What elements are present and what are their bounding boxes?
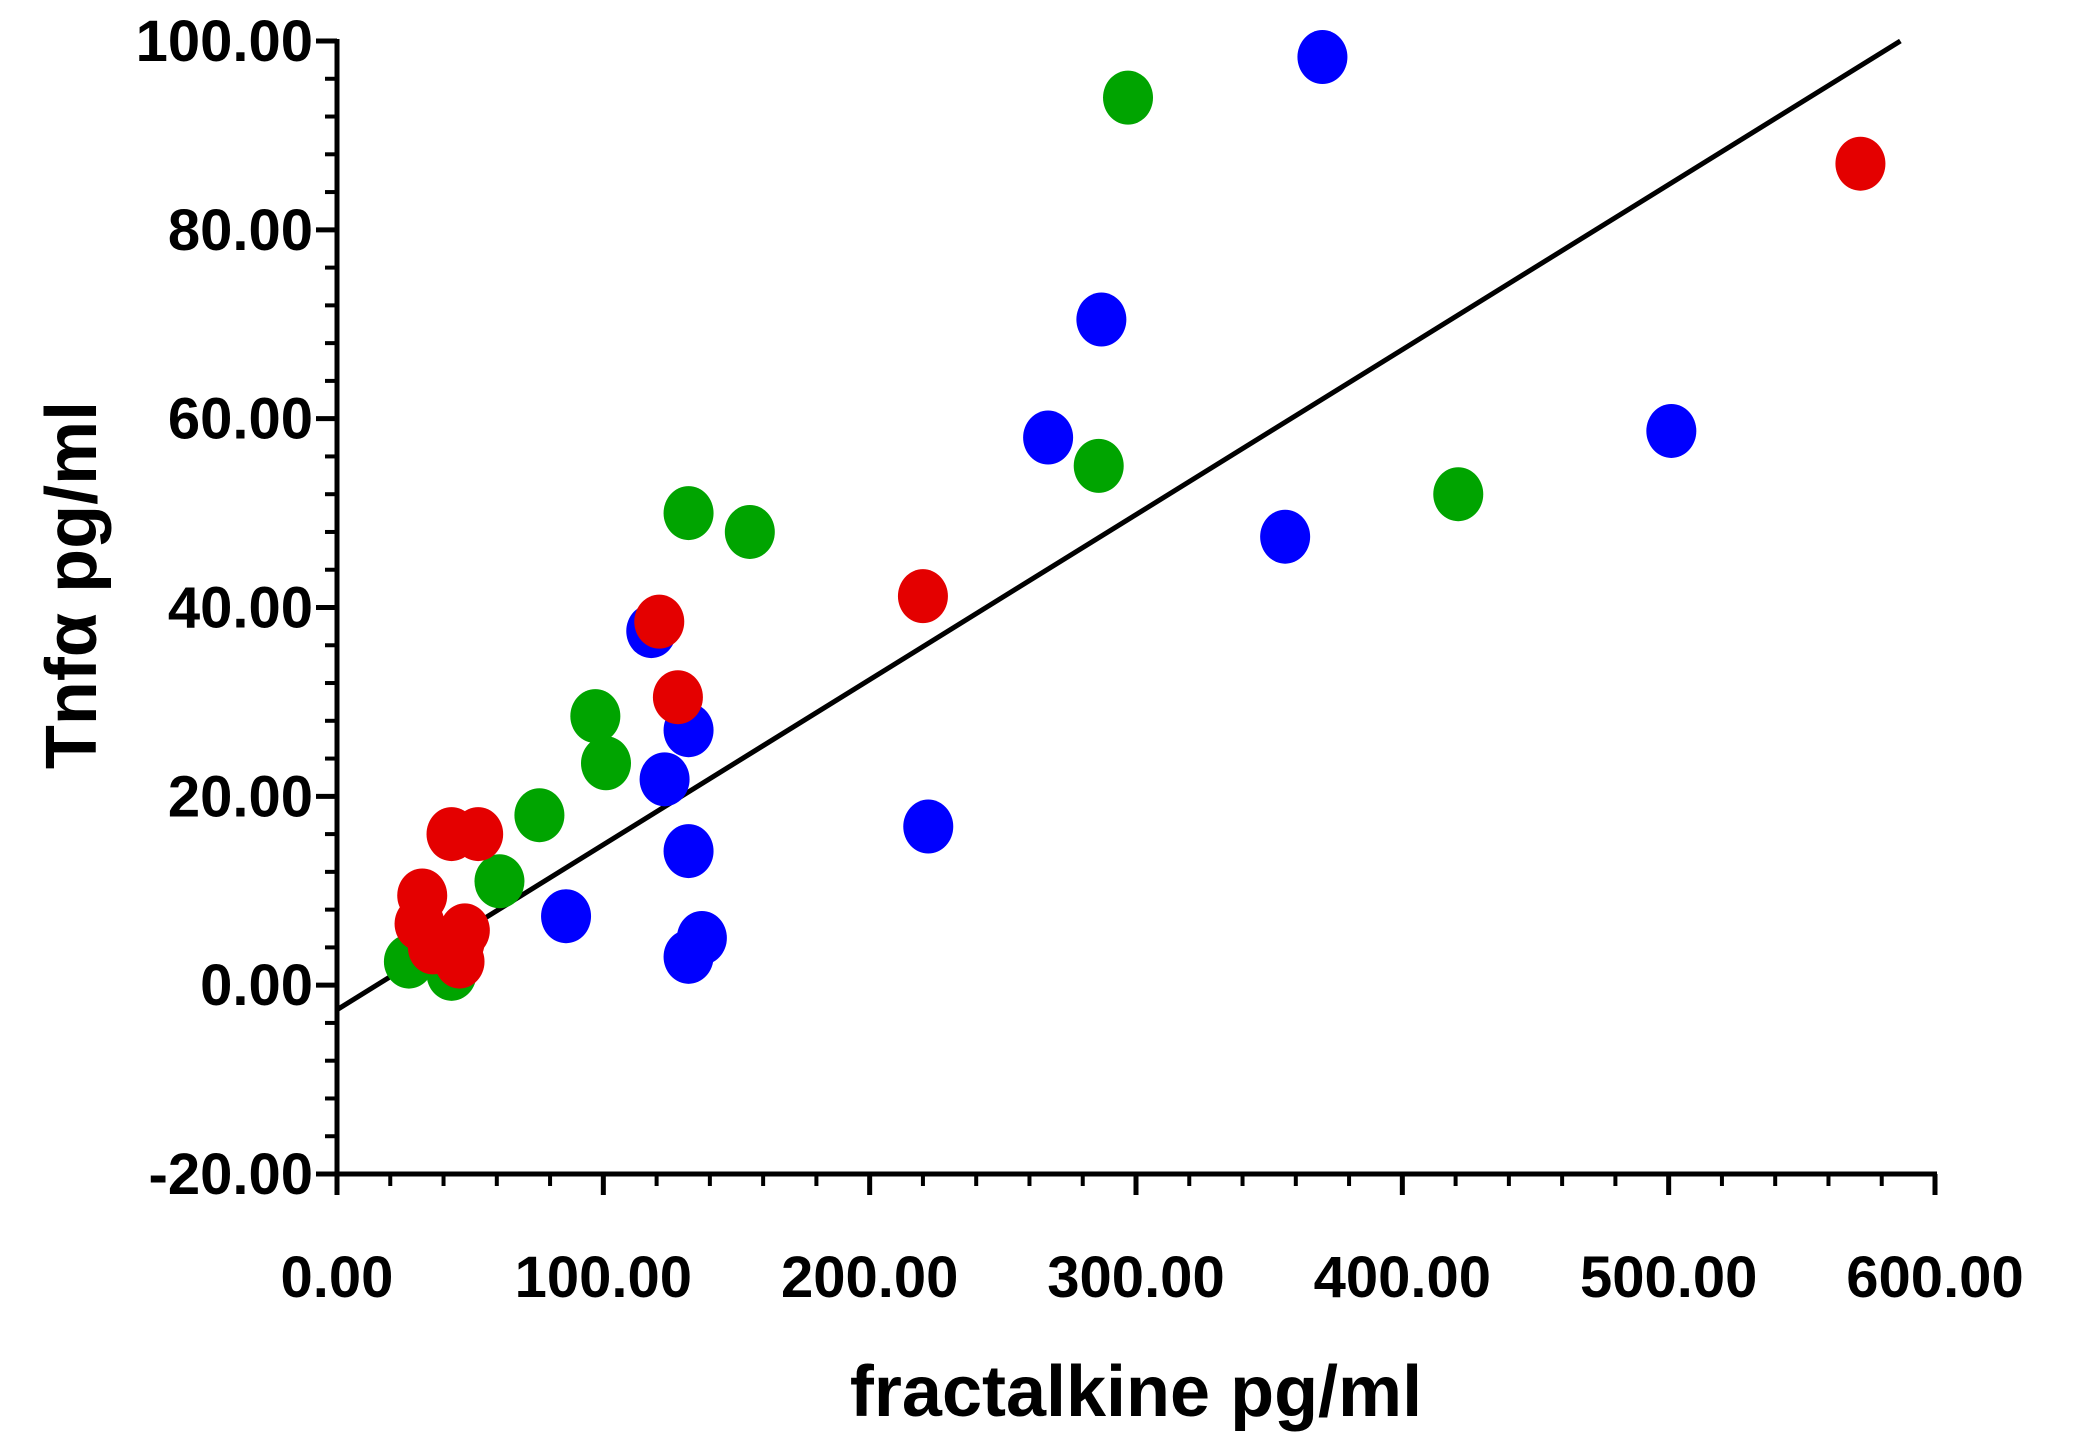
data-point-red-9 bbox=[652, 670, 703, 725]
data-point-blue-6 bbox=[676, 910, 727, 965]
data-point-blue-12 bbox=[1646, 403, 1697, 458]
x-tick-label: 500.00 bbox=[1580, 1245, 1757, 1310]
axes-layer: -20.00 0.00 20.00 40.00 60.00 80.00 100.00 0.00… bbox=[136, 9, 2024, 1310]
y-tick-label: 80.00 bbox=[168, 198, 313, 263]
data-point-red-11 bbox=[1835, 136, 1886, 191]
data-point-green-9 bbox=[1103, 70, 1154, 125]
data-point-red-10 bbox=[897, 569, 948, 624]
regression-line bbox=[335, 38, 1902, 1012]
data-point-green-8 bbox=[1073, 438, 1124, 493]
data-point-blue-9 bbox=[1076, 292, 1127, 347]
x-axis-title: fractalkine pg/ml bbox=[850, 1352, 1422, 1432]
y-axis-title: Tnfα pg/ml bbox=[32, 401, 112, 769]
y-tick-label: 60.00 bbox=[168, 387, 313, 452]
data-point-green-10 bbox=[1433, 467, 1484, 522]
data-point-red-6 bbox=[439, 903, 490, 958]
y-tick-label: 20.00 bbox=[168, 764, 313, 829]
data-point-green-5 bbox=[580, 736, 631, 791]
data-point-blue-0 bbox=[541, 889, 592, 944]
data-point-green-6 bbox=[663, 486, 714, 541]
x-tick-label: 0.00 bbox=[281, 1245, 394, 1310]
x-tick-label: 200.00 bbox=[781, 1245, 958, 1310]
data-point-blue-2 bbox=[639, 752, 690, 807]
data-point-green-4 bbox=[570, 689, 621, 744]
data-point-green-3 bbox=[514, 788, 565, 843]
data-point-green-2 bbox=[474, 854, 525, 909]
y-tick-label: 0.00 bbox=[200, 953, 313, 1018]
x-tick-label: 100.00 bbox=[515, 1245, 692, 1310]
y-tick-label: 40.00 bbox=[168, 576, 313, 641]
data-point-green-7 bbox=[724, 504, 775, 559]
points-layer bbox=[383, 30, 1886, 1001]
x-tick-label: 400.00 bbox=[1314, 1245, 1491, 1310]
data-point-red-8 bbox=[634, 594, 685, 649]
data-point-blue-7 bbox=[903, 799, 954, 854]
data-point-blue-4 bbox=[663, 824, 714, 879]
y-tick-label: -20.00 bbox=[149, 1142, 313, 1207]
data-point-blue-10 bbox=[1260, 509, 1311, 564]
regression-layer bbox=[335, 38, 1902, 1012]
data-point-blue-11 bbox=[1297, 30, 1348, 85]
data-point-blue-8 bbox=[1023, 410, 1074, 465]
x-tick-label: 600.00 bbox=[1846, 1245, 2023, 1310]
y-tick-label: 100.00 bbox=[136, 9, 313, 74]
x-tick-label: 300.00 bbox=[1047, 1245, 1224, 1310]
data-point-red-7 bbox=[453, 807, 504, 862]
